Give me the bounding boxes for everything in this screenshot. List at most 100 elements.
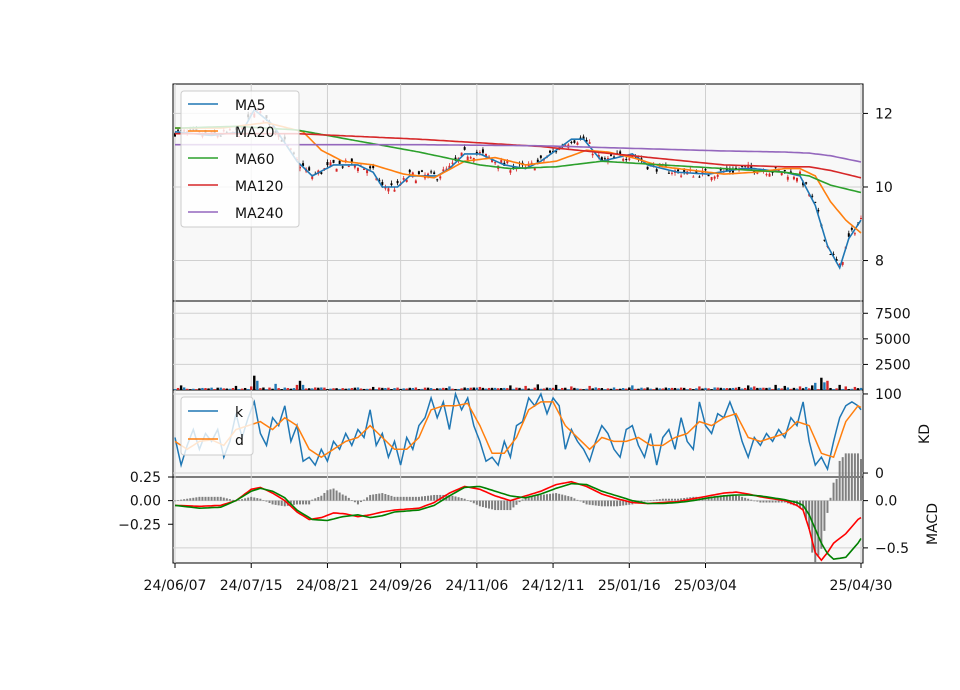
macd-hist-bar: [622, 500, 625, 506]
volume-bar: [335, 388, 338, 390]
legend-ma5-label: MA5: [235, 98, 266, 114]
macd-hist-bar: [826, 500, 829, 513]
macd-hist-bar: [591, 500, 594, 506]
x-tick-label: 25/04/30: [830, 578, 893, 594]
macd-hist-bar: [390, 495, 393, 501]
candle-body: [680, 175, 683, 177]
y-tick-label: 0.25: [130, 470, 161, 486]
macd-hist-bar: [646, 500, 649, 502]
volume-bar: [225, 388, 229, 390]
macd-hist-bar: [225, 498, 228, 501]
macd-hist-bar: [372, 494, 375, 501]
candle-body: [716, 174, 719, 177]
volume-bar: [554, 384, 558, 390]
volume-bar: [570, 386, 573, 390]
volume-bar: [320, 387, 323, 390]
macd-hist-bar: [582, 500, 585, 503]
volume-bar: [423, 387, 427, 390]
macd-hist-bar: [393, 496, 396, 501]
volume-bar: [762, 387, 765, 390]
candle-body: [369, 166, 372, 169]
macd-hist-bar: [710, 496, 713, 501]
volume-bar: [292, 388, 296, 390]
candle-body: [841, 261, 844, 265]
volume-bar: [722, 388, 725, 390]
macd-hist-bar: [180, 499, 183, 501]
candle-body: [341, 166, 344, 168]
macd-hist-bar: [250, 496, 253, 501]
volume-bar: [801, 388, 805, 390]
candle-body: [817, 210, 820, 212]
macd-hist-bar: [241, 499, 244, 501]
volume-bar: [591, 388, 594, 390]
macd-hist-bar: [542, 494, 545, 501]
volume-bar: [375, 389, 378, 390]
price-legend-box: [180, 90, 300, 228]
volume-bar: [841, 388, 844, 390]
candle-body: [792, 176, 795, 180]
volume-bar: [768, 387, 771, 390]
macd-hist-bar: [597, 500, 600, 506]
macd-hist-bar: [491, 500, 494, 510]
legend-k-label: k: [235, 405, 244, 421]
volume-bar: [539, 388, 543, 390]
candle-body: [299, 166, 302, 169]
candle-body: [789, 171, 792, 173]
volume-bar: [231, 388, 235, 390]
volume-bar: [246, 388, 250, 390]
macd-hist-bar: [655, 499, 658, 501]
volume-bar: [439, 388, 442, 390]
candle-body: [408, 169, 411, 173]
volume-bar: [280, 389, 283, 390]
macd-axis-label: MACD: [925, 503, 941, 545]
candle-body: [509, 170, 512, 173]
macd-hist-bar: [448, 494, 451, 501]
macd-hist-bar: [488, 500, 491, 509]
candle-body: [600, 157, 603, 161]
volume-bar: [356, 387, 360, 390]
macd-histogram: [174, 453, 862, 563]
macd-hist-bar: [466, 500, 469, 501]
macd-hist-bar: [515, 500, 518, 505]
macd-hist-bar: [600, 500, 603, 507]
candle-body: [411, 172, 414, 176]
volume-bar: [707, 388, 710, 390]
volume-bar: [725, 388, 729, 390]
candle-body: [585, 139, 588, 142]
macd-hist-bar: [256, 498, 259, 501]
macd-hist-bar: [524, 496, 527, 501]
macd-hist-bar: [573, 498, 576, 501]
macd-hist-bar: [521, 499, 524, 501]
volume-bar: [817, 389, 820, 390]
macd-hist-bar: [564, 495, 567, 501]
volume-bar: [341, 388, 344, 390]
macd-hist-bar: [856, 453, 859, 501]
volume-bar: [804, 386, 808, 390]
volume-bar: [765, 387, 768, 390]
volume-bar: [759, 387, 762, 390]
macd-hist-bar: [460, 497, 463, 501]
macd-hist-bar: [832, 482, 835, 501]
macd-hist-bar: [768, 500, 771, 503]
volume-bar: [234, 385, 238, 390]
candle-body: [478, 152, 481, 154]
volume-bar: [237, 388, 241, 390]
macd-hist-bar: [853, 453, 856, 501]
macd-hist-bar: [347, 497, 350, 501]
candle-body: [381, 182, 384, 185]
volume-bar: [820, 377, 823, 390]
macd-hist-bar: [259, 498, 262, 501]
volume-bar: [664, 387, 668, 390]
candle-body: [701, 170, 704, 175]
volume-bar: [381, 387, 384, 390]
macd-hist-bar: [585, 500, 588, 505]
volume-bar: [515, 387, 518, 390]
kd-axis-label: KD: [917, 424, 933, 444]
candle-body: [802, 182, 805, 186]
x-tick-label: 24/08/21: [296, 578, 359, 594]
volume-bar: [731, 387, 735, 390]
candle-body: [613, 156, 616, 158]
volume-bar: [359, 388, 363, 390]
volume-bar: [396, 387, 399, 390]
candle-body: [402, 178, 405, 180]
